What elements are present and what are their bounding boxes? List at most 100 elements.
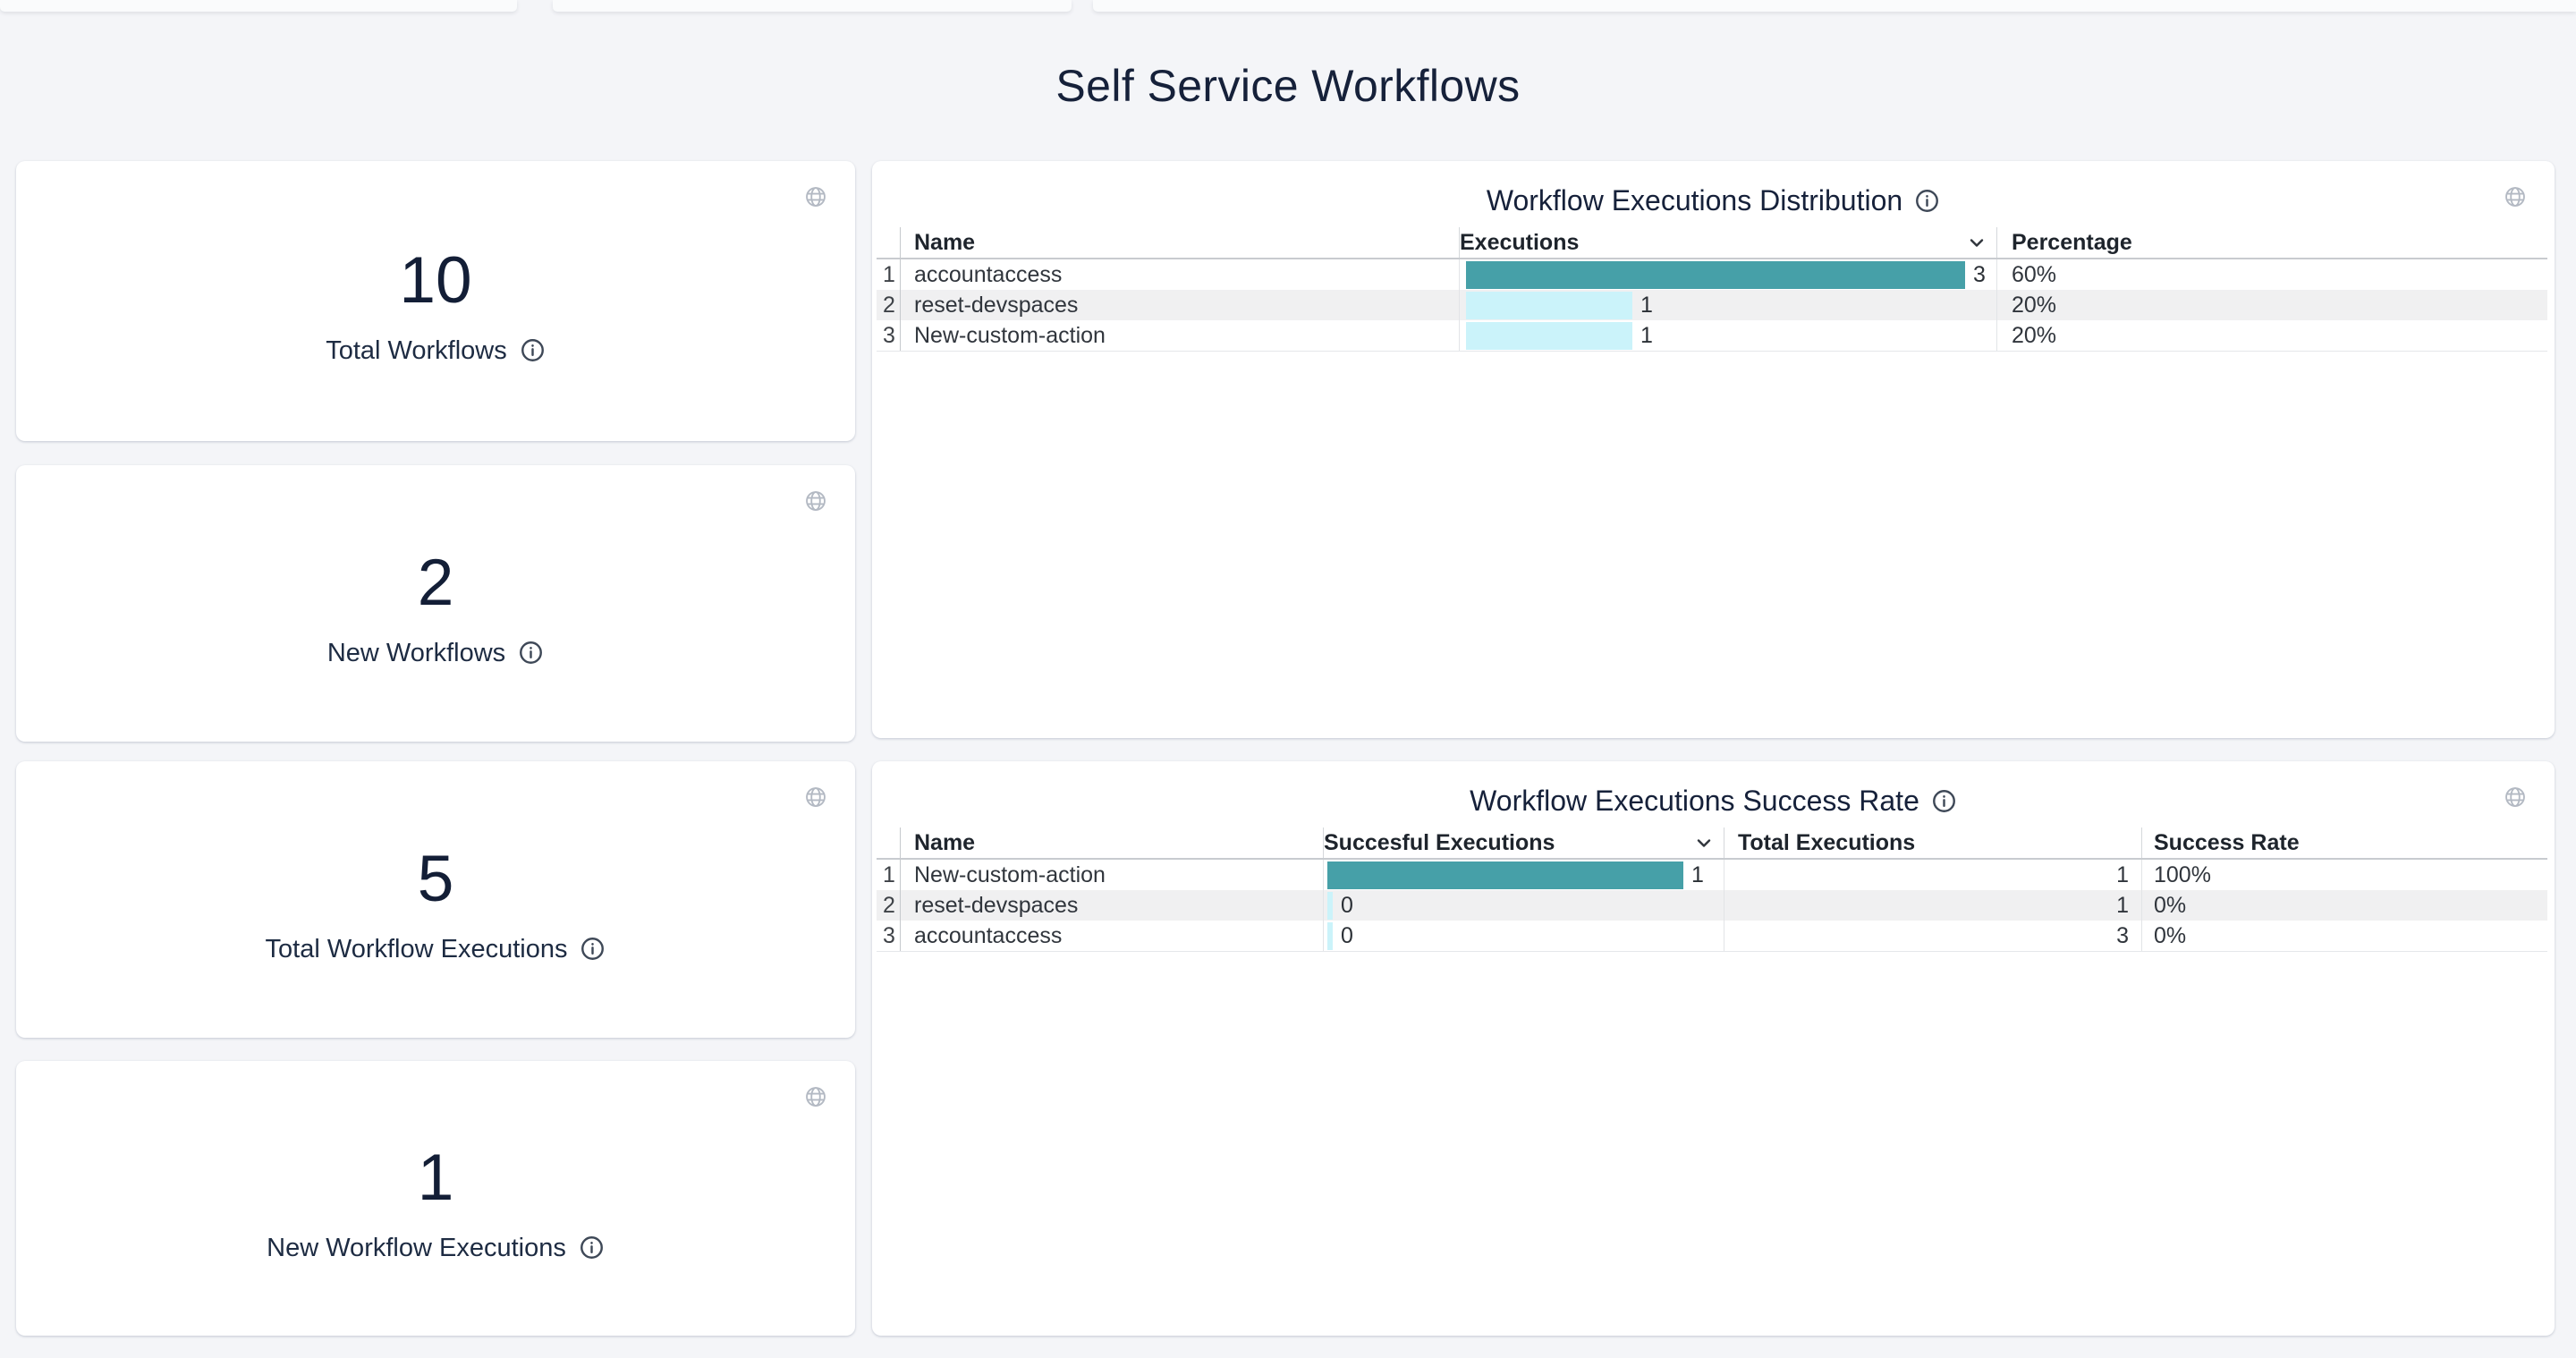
stat-card-new-workflow-executions: 1 New Workflow Executions bbox=[16, 1061, 855, 1336]
stat-value: 10 bbox=[399, 243, 472, 317]
globe-icon bbox=[806, 1087, 826, 1107]
successful-executions-cell: 0 bbox=[1324, 921, 1724, 951]
executions-cell: 1 bbox=[1460, 290, 1997, 320]
success-rate-cell: 0% bbox=[2154, 893, 2187, 918]
globe-icon-button[interactable] bbox=[800, 485, 832, 517]
percentage-cell: 60% bbox=[2012, 262, 2057, 287]
stat-value: 2 bbox=[417, 546, 454, 619]
table-body: 1 accountaccess 3 60% 2 reset-devspaces … bbox=[877, 259, 2547, 352]
column-header-name[interactable]: Name bbox=[901, 828, 1324, 858]
table-row: 1 New-custom-action 1 1 100% bbox=[877, 860, 2547, 890]
workflow-name-cell: accountaccess bbox=[901, 921, 1324, 951]
executions-cell: 1 bbox=[1460, 320, 1997, 351]
column-header-percentage[interactable]: Percentage bbox=[2012, 230, 2132, 255]
execution-count: 1 bbox=[1640, 323, 1653, 348]
top-tab-remnant bbox=[1093, 0, 2576, 12]
top-tab-remnant bbox=[0, 0, 517, 12]
globe-icon bbox=[806, 787, 826, 807]
workflow-name-cell: New-custom-action bbox=[901, 320, 1460, 351]
panel-workflow-executions-distribution: Workflow Executions Distribution Name Ex… bbox=[872, 161, 2555, 738]
execution-bar bbox=[1466, 260, 1965, 289]
percentage-cell: 20% bbox=[2012, 293, 2057, 318]
total-executions-cell: 1 bbox=[1724, 890, 2142, 921]
column-header-total-executions[interactable]: Total Executions bbox=[1724, 828, 2142, 858]
executions-cell: 3 bbox=[1460, 259, 1997, 290]
index-column-header bbox=[877, 828, 901, 858]
globe-icon bbox=[2505, 187, 2525, 207]
info-icon[interactable] bbox=[518, 640, 544, 666]
panel-title: Workflow Executions Success Rate bbox=[1470, 785, 1919, 817]
percentage-cell: 20% bbox=[2012, 323, 2057, 348]
successful-executions-cell: 0 bbox=[1324, 890, 1724, 921]
table-body: 1 New-custom-action 1 1 100% 2 reset-dev… bbox=[877, 860, 2547, 952]
total-executions-cell: 1 bbox=[1724, 860, 2142, 890]
success-rate-table: Name Succesful Executions Total Executio… bbox=[877, 828, 2547, 952]
stat-card-total-workflow-executions: 5 Total Workflow Executions bbox=[16, 761, 855, 1038]
execution-count: 1 bbox=[1640, 293, 1653, 318]
stat-value: 1 bbox=[417, 1141, 454, 1214]
execution-count: 3 bbox=[1973, 262, 1986, 287]
successful-count: 0 bbox=[1341, 923, 1353, 948]
execution-bar bbox=[1466, 321, 1632, 350]
row-index: 1 bbox=[877, 259, 901, 290]
globe-icon-button[interactable] bbox=[800, 181, 832, 213]
info-icon[interactable] bbox=[1931, 788, 1957, 814]
globe-icon bbox=[2505, 787, 2525, 807]
panel-title: Workflow Executions Distribution bbox=[1486, 184, 1903, 216]
column-header-successful-executions[interactable]: Succesful Executions bbox=[1324, 828, 1724, 858]
success-bar bbox=[1327, 861, 1683, 889]
globe-icon-button[interactable] bbox=[2499, 781, 2531, 813]
success-bar bbox=[1327, 891, 1333, 920]
workflow-name-cell: reset-devspaces bbox=[901, 890, 1324, 921]
stat-label: New Workflow Executions bbox=[267, 1233, 566, 1262]
globe-icon bbox=[806, 187, 826, 207]
column-header-executions[interactable]: Executions bbox=[1460, 227, 1997, 258]
table-row: 3 New-custom-action 1 20% bbox=[877, 320, 2547, 351]
column-header-name[interactable]: Name bbox=[901, 227, 1460, 258]
table-header-row: Name Succesful Executions Total Executio… bbox=[877, 828, 2547, 860]
globe-icon-button[interactable] bbox=[2499, 181, 2531, 213]
stat-card-total-workflows: 10 Total Workflows bbox=[16, 161, 855, 441]
globe-icon-button[interactable] bbox=[800, 1081, 832, 1113]
row-index: 3 bbox=[877, 320, 901, 351]
table-row: 3 accountaccess 0 3 0% bbox=[877, 921, 2547, 951]
table-row: 1 accountaccess 3 60% bbox=[877, 259, 2547, 290]
row-index: 2 bbox=[877, 290, 901, 320]
top-tab-remnant bbox=[553, 0, 1072, 12]
workflow-name-cell: accountaccess bbox=[901, 259, 1460, 290]
index-column-header bbox=[877, 227, 901, 258]
row-index: 3 bbox=[877, 921, 901, 951]
page-title: Self Service Workflows bbox=[1055, 60, 1521, 111]
success-rate-cell: 100% bbox=[2154, 862, 2211, 887]
successful-count: 0 bbox=[1341, 893, 1353, 918]
table-row: 2 reset-devspaces 1 20% bbox=[877, 290, 2547, 320]
stat-label: Total Workflows bbox=[326, 335, 507, 365]
info-icon[interactable] bbox=[520, 337, 546, 363]
stat-card-new-workflows: 2 New Workflows bbox=[16, 465, 855, 742]
workflow-name-cell: New-custom-action bbox=[901, 860, 1324, 890]
sort-chevron-down-icon[interactable] bbox=[1966, 232, 1987, 253]
success-rate-cell: 0% bbox=[2154, 923, 2187, 948]
globe-icon bbox=[806, 491, 826, 511]
panel-workflow-executions-success-rate: Workflow Executions Success Rate Name Su… bbox=[872, 761, 2555, 1336]
execution-bar bbox=[1466, 291, 1632, 319]
info-icon[interactable] bbox=[579, 1235, 605, 1260]
column-header-success-rate[interactable]: Success Rate bbox=[2154, 830, 2300, 855]
success-bar bbox=[1327, 921, 1333, 950]
workflow-name-cell: reset-devspaces bbox=[901, 290, 1460, 320]
sort-chevron-down-icon[interactable] bbox=[1693, 832, 1715, 853]
distribution-table: Name Executions Percentage 1 accountacce… bbox=[877, 227, 2547, 352]
successful-executions-cell: 1 bbox=[1324, 860, 1724, 890]
table-header-row: Name Executions Percentage bbox=[877, 227, 2547, 259]
info-icon[interactable] bbox=[1914, 188, 1940, 214]
row-index: 2 bbox=[877, 890, 901, 921]
stat-label: Total Workflow Executions bbox=[265, 934, 568, 963]
successful-count: 1 bbox=[1691, 862, 1704, 887]
stat-label: New Workflows bbox=[326, 638, 506, 667]
info-icon[interactable] bbox=[580, 936, 606, 962]
stat-value: 5 bbox=[417, 842, 454, 915]
total-executions-cell: 3 bbox=[1724, 921, 2142, 951]
globe-icon-button[interactable] bbox=[800, 781, 832, 813]
table-row: 2 reset-devspaces 0 1 0% bbox=[877, 890, 2547, 921]
